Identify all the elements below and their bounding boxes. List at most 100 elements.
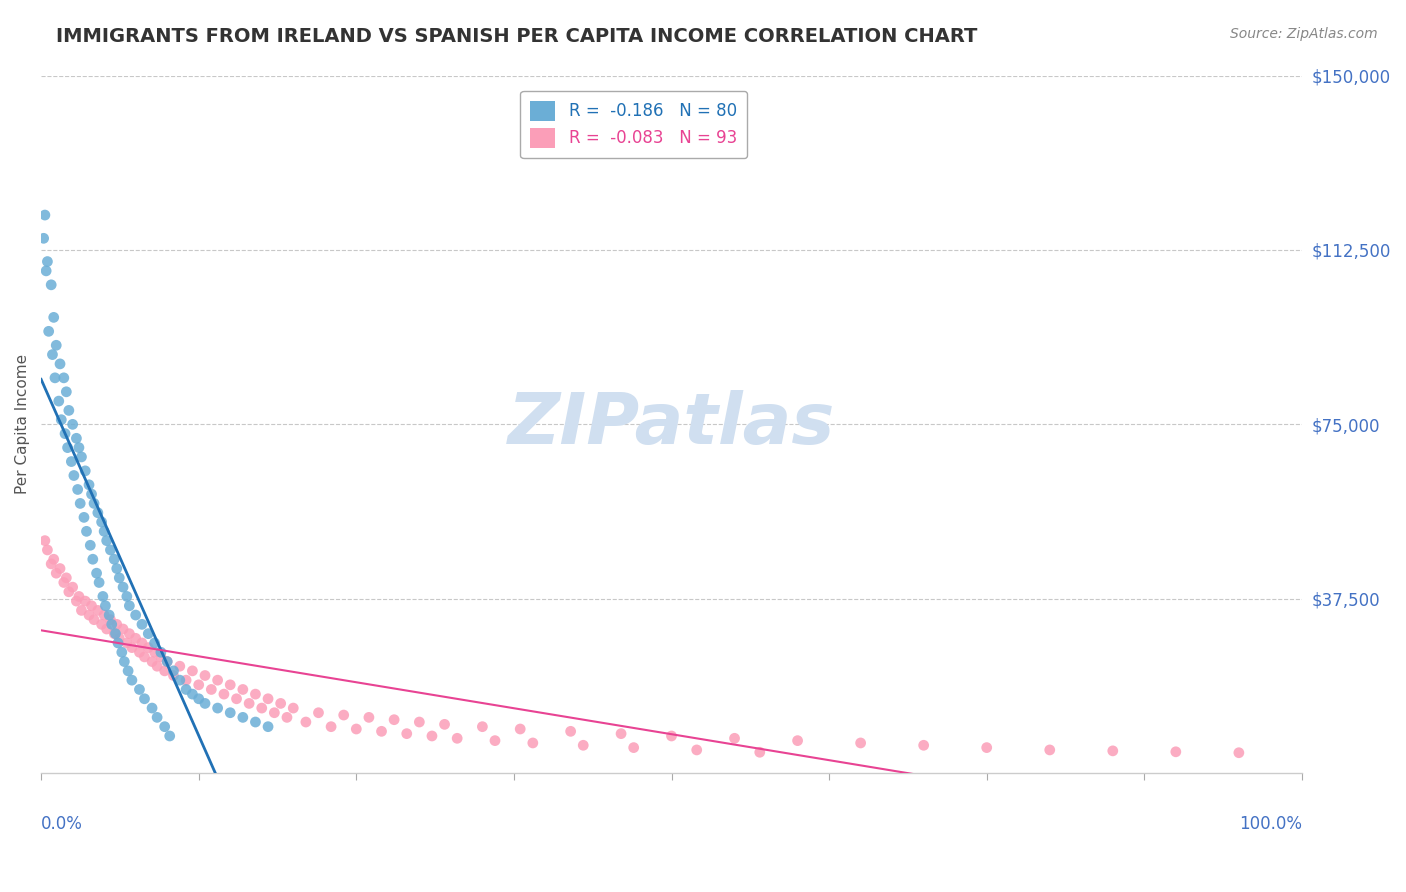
Point bbox=[100, 613, 122, 627]
Point bbox=[69, 496, 91, 510]
Point bbox=[610, 726, 633, 740]
Point bbox=[187, 678, 209, 692]
Point bbox=[115, 636, 138, 650]
Point bbox=[104, 626, 127, 640]
Point bbox=[77, 478, 100, 492]
Point bbox=[149, 649, 172, 664]
Point bbox=[93, 524, 115, 539]
Point bbox=[169, 659, 191, 673]
Point bbox=[96, 622, 118, 636]
Point bbox=[32, 231, 55, 245]
Point bbox=[49, 357, 72, 371]
Point bbox=[70, 450, 93, 464]
Text: 100.0%: 100.0% bbox=[1239, 815, 1302, 833]
Point bbox=[357, 710, 380, 724]
Point bbox=[159, 729, 181, 743]
Point bbox=[42, 552, 65, 566]
Point bbox=[63, 468, 86, 483]
Point bbox=[146, 659, 169, 673]
Point bbox=[207, 673, 229, 688]
Point bbox=[382, 713, 405, 727]
Point bbox=[283, 701, 305, 715]
Point bbox=[276, 710, 298, 724]
Point bbox=[219, 706, 242, 720]
Point bbox=[124, 608, 146, 623]
Y-axis label: Per Capita Income: Per Capita Income bbox=[15, 354, 30, 494]
Point bbox=[162, 664, 184, 678]
Point bbox=[786, 733, 808, 747]
Point bbox=[75, 594, 97, 608]
Point bbox=[83, 496, 105, 510]
Point bbox=[849, 736, 872, 750]
Point bbox=[80, 599, 103, 613]
Point bbox=[141, 655, 163, 669]
Point bbox=[250, 701, 273, 715]
Point bbox=[118, 626, 141, 640]
Point bbox=[111, 645, 134, 659]
Point bbox=[55, 571, 77, 585]
Point bbox=[169, 673, 191, 688]
Text: ZIPatlas: ZIPatlas bbox=[508, 390, 835, 458]
Text: IMMIGRANTS FROM IRELAND VS SPANISH PER CAPITA INCOME CORRELATION CHART: IMMIGRANTS FROM IRELAND VS SPANISH PER C… bbox=[56, 27, 977, 45]
Point bbox=[103, 552, 125, 566]
Point bbox=[319, 720, 342, 734]
Point bbox=[212, 687, 235, 701]
Point bbox=[143, 636, 166, 650]
Point bbox=[219, 678, 242, 692]
Point bbox=[103, 626, 125, 640]
Point bbox=[108, 632, 131, 646]
Point bbox=[45, 566, 67, 581]
Point bbox=[76, 524, 98, 539]
Point bbox=[232, 682, 254, 697]
Point bbox=[194, 697, 217, 711]
Point bbox=[108, 571, 131, 585]
Point bbox=[83, 613, 105, 627]
Point bbox=[53, 426, 76, 441]
Point bbox=[39, 277, 62, 292]
Point bbox=[35, 264, 58, 278]
Point bbox=[98, 608, 121, 623]
Point bbox=[34, 533, 56, 548]
Point bbox=[976, 740, 998, 755]
Point bbox=[257, 720, 280, 734]
Point bbox=[52, 371, 75, 385]
Point bbox=[48, 394, 70, 409]
Point bbox=[522, 736, 544, 750]
Point bbox=[49, 561, 72, 575]
Point bbox=[153, 664, 176, 678]
Point bbox=[115, 590, 138, 604]
Point bbox=[128, 645, 150, 659]
Point bbox=[37, 543, 59, 558]
Point bbox=[80, 487, 103, 501]
Point bbox=[187, 691, 209, 706]
Point bbox=[1101, 744, 1123, 758]
Point bbox=[263, 706, 285, 720]
Point bbox=[58, 584, 80, 599]
Point bbox=[295, 714, 318, 729]
Point bbox=[118, 599, 141, 613]
Point bbox=[90, 515, 112, 529]
Point bbox=[446, 731, 468, 746]
Point bbox=[141, 701, 163, 715]
Point bbox=[181, 664, 204, 678]
Point bbox=[1164, 745, 1187, 759]
Point bbox=[174, 682, 197, 697]
Point bbox=[136, 626, 159, 640]
Point bbox=[395, 726, 418, 740]
Point bbox=[41, 348, 63, 362]
Point bbox=[723, 731, 745, 746]
Point bbox=[73, 510, 96, 524]
Point bbox=[131, 636, 153, 650]
Point bbox=[174, 673, 197, 688]
Point bbox=[200, 682, 222, 697]
Point bbox=[82, 552, 104, 566]
Point bbox=[433, 717, 456, 731]
Point bbox=[912, 739, 935, 753]
Point bbox=[332, 708, 354, 723]
Point bbox=[93, 608, 115, 623]
Point bbox=[87, 603, 110, 617]
Point bbox=[79, 538, 101, 552]
Point bbox=[60, 454, 83, 468]
Point bbox=[52, 575, 75, 590]
Point bbox=[420, 729, 443, 743]
